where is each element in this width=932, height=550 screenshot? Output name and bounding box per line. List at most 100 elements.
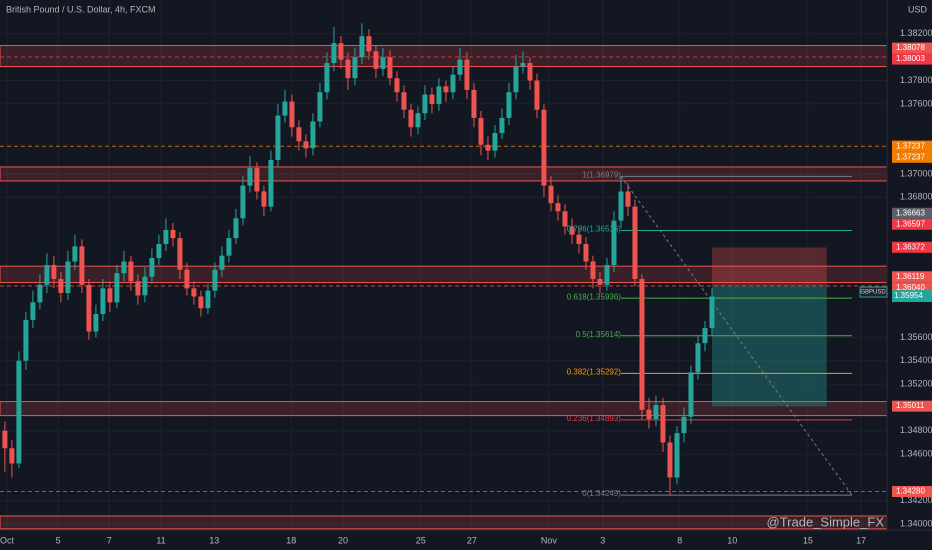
candle-body — [212, 269, 218, 291]
candle-body — [478, 117, 484, 145]
zone — [0, 515, 888, 530]
candle-body — [219, 255, 225, 270]
candle-body — [184, 269, 190, 289]
candle-body — [387, 57, 393, 79]
candle-body — [429, 94, 435, 104]
candle-body — [380, 57, 386, 69]
candle-body — [632, 206, 638, 280]
price-tag — [892, 151, 932, 163]
candle-body — [681, 416, 687, 434]
candle-body — [541, 109, 547, 186]
stop-zone — [711, 247, 827, 287]
candle-body — [520, 63, 526, 67]
candle-body — [443, 86, 449, 93]
candle-body — [555, 203, 561, 212]
x-tick-label: 3 — [600, 535, 605, 545]
candle-body — [667, 442, 673, 478]
candle-body — [450, 74, 456, 93]
candle-body — [338, 43, 344, 60]
zone — [0, 166, 888, 182]
candle-body — [114, 273, 120, 303]
candle-body — [527, 63, 533, 81]
price-tag — [892, 207, 932, 219]
x-tick-label: 15 — [803, 535, 813, 545]
candle-body — [51, 265, 57, 280]
candle-body — [604, 265, 610, 285]
price-tag — [892, 282, 932, 294]
candle-body — [261, 191, 267, 207]
candle-body — [408, 109, 414, 128]
fib-label: 0.382(1.35292) — [567, 367, 622, 376]
x-tick-label: Nov — [541, 535, 558, 545]
y-tick-label: 1.37000 — [900, 168, 932, 178]
candle-body — [625, 191, 631, 207]
fib-label: 0.618(1.35936) — [567, 292, 622, 301]
candle-body — [492, 133, 498, 151]
candle-body — [611, 220, 617, 265]
fib-label: 0.5(1.35614) — [576, 330, 622, 339]
x-tick-label: 20 — [338, 535, 348, 545]
candle-body — [457, 59, 463, 75]
candle-body — [93, 314, 99, 332]
y-tick-label: 1.34000 — [900, 519, 932, 529]
x-tick-label: 17 — [856, 535, 866, 545]
candle-body — [44, 265, 50, 285]
price-tag-label: 1.34280 — [896, 487, 925, 496]
candle-body — [296, 127, 302, 142]
y-tick-label: 1.37800 — [900, 75, 932, 85]
price-tag-label: 1.37237 — [896, 152, 925, 161]
price-tag — [892, 485, 932, 497]
candle-body — [23, 319, 29, 361]
price-tag — [892, 241, 932, 253]
candle-body — [317, 92, 323, 122]
candle-body — [9, 448, 15, 464]
candle-body — [653, 405, 659, 420]
x-tick-label: 7 — [107, 535, 112, 545]
candle-body — [639, 279, 645, 410]
price-tag — [892, 218, 932, 230]
x-tick-label: Oct — [0, 535, 14, 545]
symbol-label: GBPUSD — [860, 290, 886, 296]
candle-body — [310, 121, 316, 149]
price-tag-label: 1.38078 — [896, 43, 925, 52]
price-tag-label: 1.36119 — [896, 272, 925, 281]
candle-body — [618, 191, 624, 221]
symbol-tag — [859, 286, 888, 298]
candle-body — [422, 94, 428, 114]
fib-label: 1(1.36979) — [582, 171, 621, 180]
price-tag-label: 1.36597 — [896, 219, 925, 228]
candle-body — [499, 117, 505, 134]
y-tick-label: 1.38200 — [900, 28, 932, 38]
x-tick-label: 27 — [467, 535, 477, 545]
x-tick-label: 18 — [286, 535, 296, 545]
price-tag-label: 1.36372 — [896, 242, 925, 251]
price-tag — [892, 271, 932, 283]
candle-body — [233, 218, 239, 239]
candle-body — [282, 101, 288, 116]
x-tick-label: 10 — [727, 535, 737, 545]
price-tag-label: 1.37237 — [896, 141, 925, 150]
price-tag — [892, 140, 932, 152]
price-tag-label: 1.38003 — [896, 54, 925, 63]
price-tag — [892, 53, 932, 65]
candle-body — [79, 246, 85, 285]
candle-body — [366, 36, 372, 52]
price-tag-label: 1.36040 — [896, 283, 925, 292]
candle-body — [254, 168, 260, 192]
candle-body — [268, 159, 274, 207]
candle-body — [562, 211, 568, 227]
candle-body — [128, 261, 134, 282]
plot-area — [0, 0, 888, 530]
x-tick-label: 11 — [156, 535, 165, 545]
candle-body — [100, 288, 106, 315]
candle-body — [226, 238, 232, 256]
currency: USD — [908, 4, 928, 14]
candle-body — [548, 185, 554, 204]
candle-body — [240, 185, 246, 219]
candle-body — [303, 141, 309, 149]
fib-label: 0.786(1.36516) — [567, 225, 622, 234]
candle-body — [597, 279, 603, 285]
last-price-label: 1.35954 — [894, 291, 923, 300]
price-tag-label: 1.35011 — [896, 401, 925, 410]
